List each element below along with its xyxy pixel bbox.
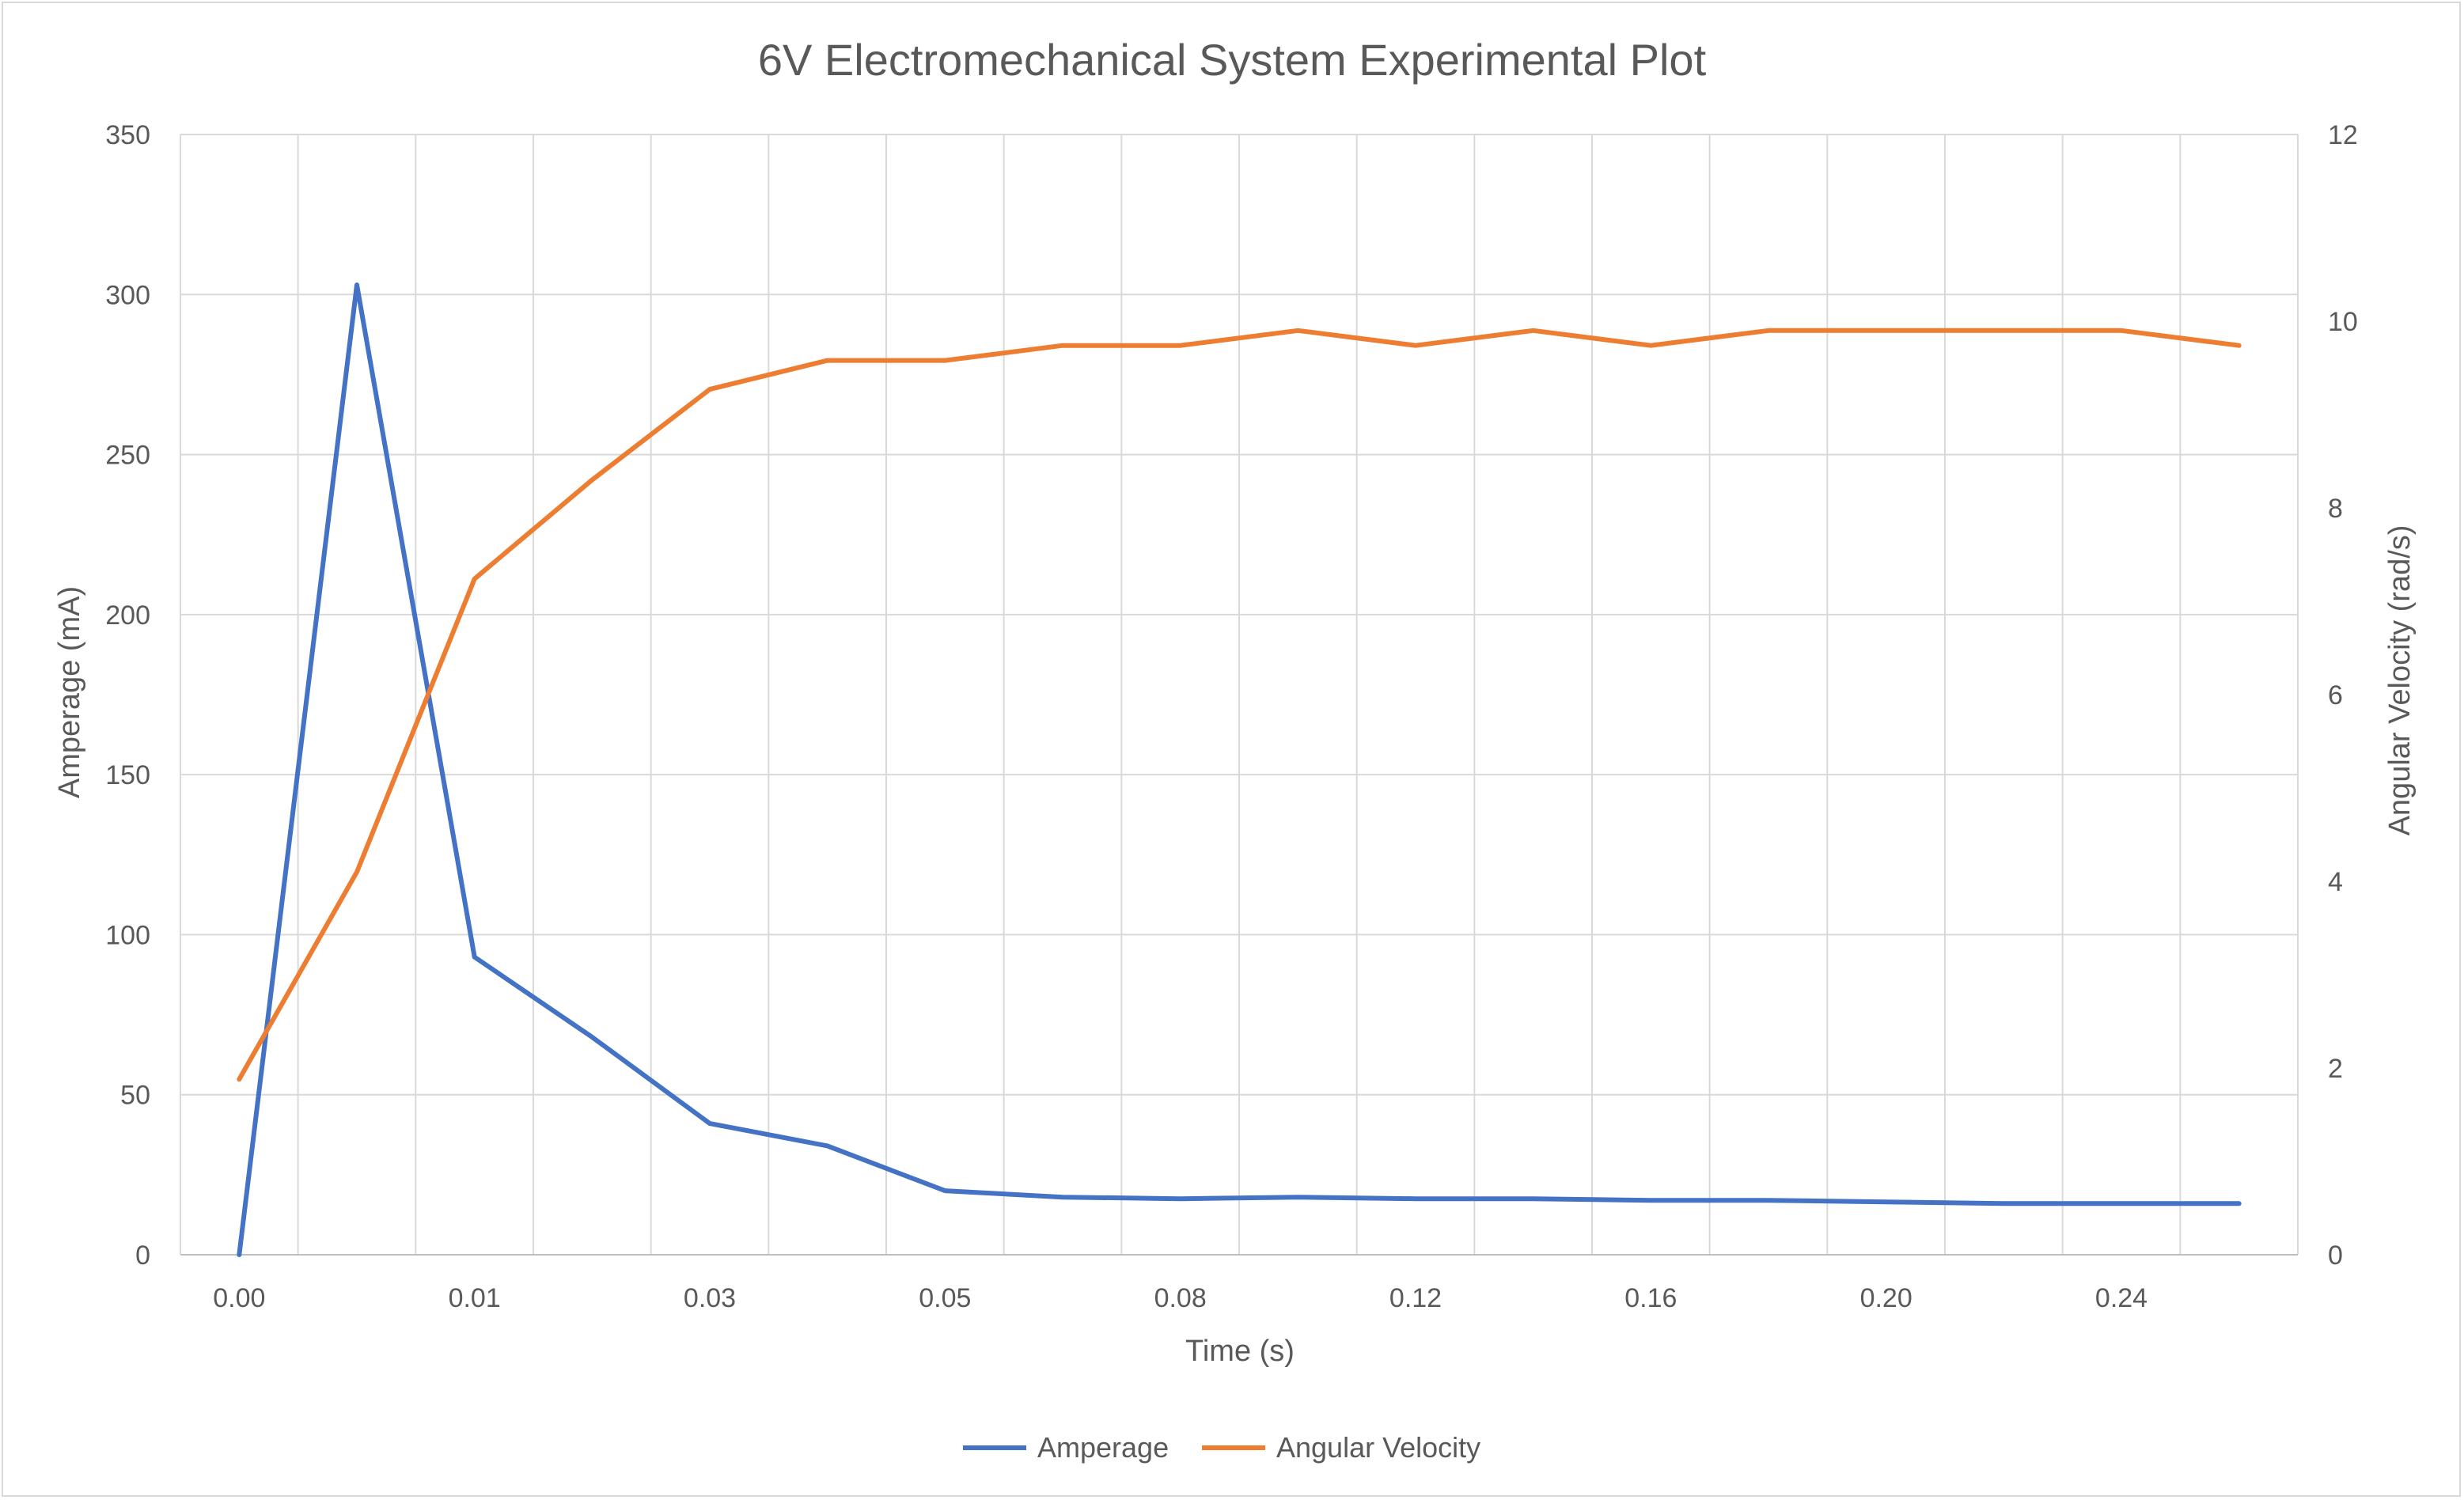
y-tick-label: 300 <box>105 280 150 310</box>
y-tick-label: 350 <box>105 120 150 150</box>
x-tick-label: 0.16 <box>1624 1283 1677 1313</box>
x-tick-label: 0.20 <box>1860 1283 1912 1313</box>
x-tick-label: 0.01 <box>449 1283 501 1313</box>
x-tick-label: 0.24 <box>2095 1283 2147 1313</box>
x-tick-label: 0.12 <box>1389 1283 1442 1313</box>
y-tick-label: 100 <box>105 920 150 950</box>
y2-tick-label: 10 <box>2328 307 2358 337</box>
y-axis-right-title: Angular Velocity (rad/s) <box>2383 525 2417 836</box>
y2-tick-label: 8 <box>2328 494 2343 524</box>
y-tick-label: 50 <box>120 1081 150 1111</box>
series-lines <box>237 282 2242 1257</box>
series-line-amperage <box>237 282 2242 1257</box>
y2-tick-label: 12 <box>2328 120 2358 150</box>
legend-label-amperage: Amperage <box>1037 1431 1169 1464</box>
series-line-angular-velocity <box>237 328 2242 1082</box>
y-tick-label: 150 <box>105 760 150 790</box>
y-tick-label: 200 <box>105 600 150 631</box>
x-tick-label: 0.00 <box>213 1283 265 1313</box>
legend-label-angular-velocity: Angular Velocity <box>1276 1431 1480 1464</box>
y2-tick-label: 0 <box>2328 1241 2343 1271</box>
x-tick-label: 0.08 <box>1154 1283 1207 1313</box>
legend: Amperage Angular Velocity <box>963 1431 1480 1464</box>
x-tick-label: 0.03 <box>684 1283 736 1313</box>
y-tick-label: 250 <box>105 441 150 471</box>
y2-tick-label: 6 <box>2328 680 2343 710</box>
y-axis-left-ticks: 0 50 100 150 200 250 300 350 <box>105 120 150 1271</box>
y-axis-right-ticks: 0 2 4 6 8 10 12 <box>2328 120 2358 1271</box>
x-tick-label: 0.05 <box>919 1283 971 1313</box>
chart-title: 6V Electromechanical System Experimental… <box>758 35 1707 85</box>
gridlines <box>180 134 2299 1256</box>
x-axis-ticks: 0.00 0.01 0.03 0.05 0.08 0.12 0.16 0.20 0.24 <box>213 1283 2147 1313</box>
x-axis-title: Time (s) <box>1185 1335 1295 1368</box>
y2-tick-label: 2 <box>2328 1054 2343 1084</box>
y2-tick-label: 4 <box>2328 867 2343 897</box>
y-axis-left-title: Amperage (mA) <box>53 586 86 798</box>
y-tick-label: 0 <box>135 1241 150 1271</box>
